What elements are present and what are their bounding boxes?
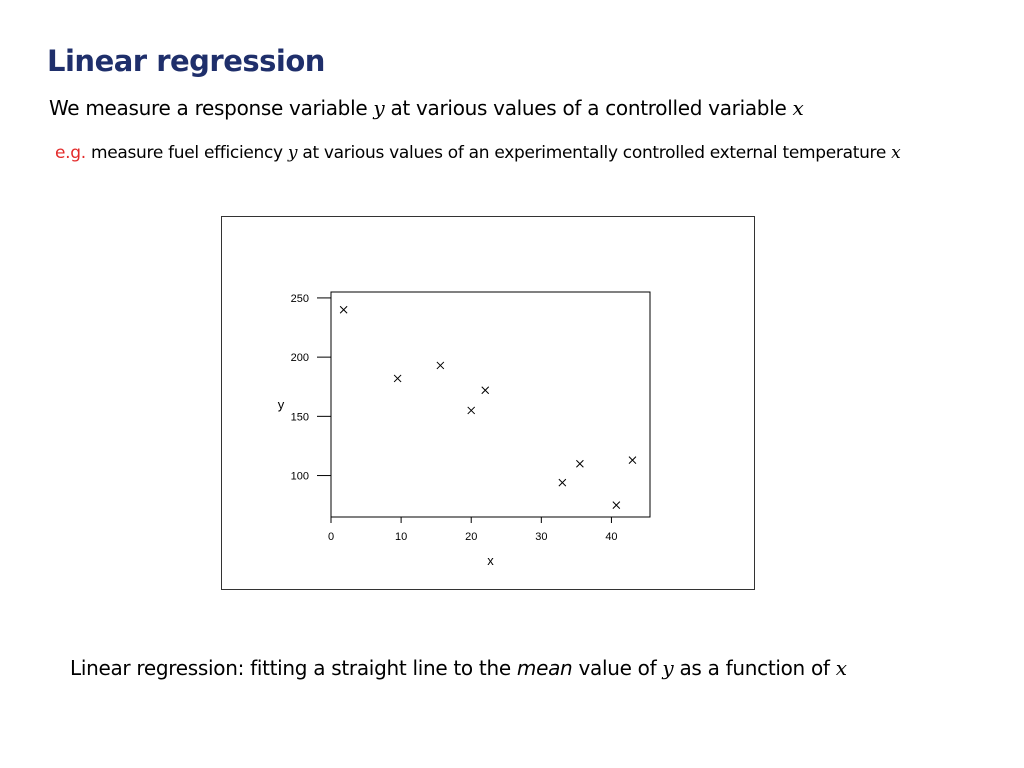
data-point [467, 406, 476, 415]
intro-line: We measure a response variable y at vari… [49, 96, 804, 120]
data-point [339, 305, 348, 314]
x-axis-label: x [487, 553, 494, 568]
var-y: y [287, 143, 298, 163]
intro-prefix: We measure a response variable [49, 96, 374, 120]
y-axis-label: y [278, 397, 285, 412]
data-point [481, 386, 490, 395]
data-point [628, 456, 637, 465]
example-prefix: measure fuel efficiency [85, 143, 288, 163]
y-tick-label: 250 [291, 293, 309, 305]
data-point [576, 459, 584, 468]
data-point [393, 374, 402, 383]
x-tick-label: 20 [465, 531, 477, 543]
data-point [612, 501, 621, 510]
data-point [436, 361, 445, 370]
summary-suffix: as a function of [673, 656, 836, 680]
summary-middle: value of [572, 656, 663, 680]
scatter-plot: 0 10 20 30 40 100 150 200 250 x y [278, 291, 651, 568]
y-tick-label: 150 [291, 411, 309, 423]
example-line: e.g. measure fuel efficiency y at variou… [55, 143, 901, 163]
x-tick-label: 40 [605, 531, 617, 543]
summary-emphasis: mean [516, 656, 573, 680]
figure-frame: 0 10 20 30 40 100 150 200 250 x y [221, 216, 755, 590]
slide-title: Linear regression [47, 44, 325, 78]
plot-box [330, 291, 651, 518]
var-y: y [373, 96, 385, 120]
var-x: x [891, 143, 901, 163]
y-tick-label: 200 [291, 352, 309, 364]
example-label: e.g. [55, 143, 86, 163]
y-tick-label: 100 [291, 471, 309, 483]
intro-middle: at various values of a controlled variab… [384, 96, 793, 120]
x-tick-label: 30 [535, 531, 547, 543]
summary-prefix: Linear regression: fitting a straight li… [70, 656, 517, 680]
var-x: x [835, 656, 847, 680]
summary-line: Linear regression: fitting a straight li… [70, 656, 847, 680]
example-middle: at various values of an experimentally c… [297, 143, 892, 163]
x-tick-label: 10 [395, 531, 407, 543]
data-point [558, 478, 567, 487]
var-x: x [792, 96, 804, 120]
var-y: y [662, 656, 674, 680]
x-tick-label: 0 [328, 531, 334, 543]
